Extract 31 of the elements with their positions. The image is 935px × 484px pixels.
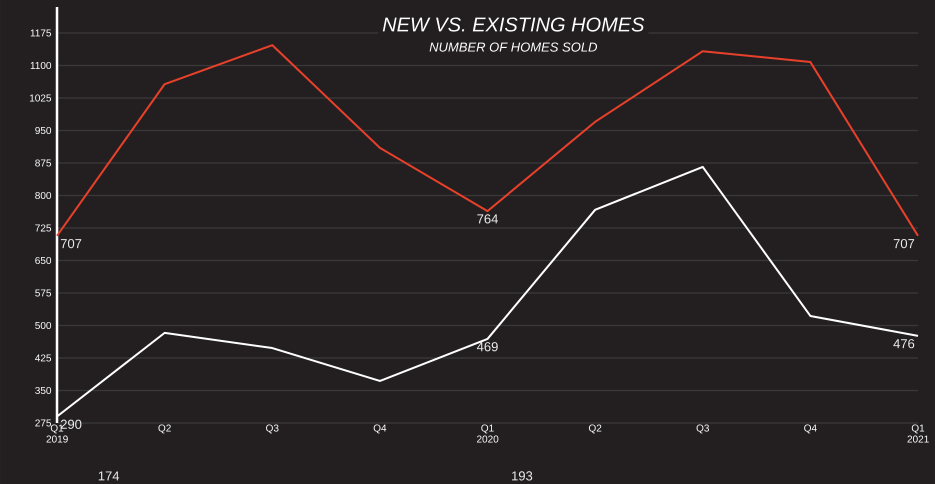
y-tick-label: 1175 bbox=[30, 30, 52, 36]
y-tick-label: 950 bbox=[35, 126, 52, 134]
data-label: 764 bbox=[477, 214, 498, 224]
data-label: 469 bbox=[476, 342, 498, 352]
x-tick-label: Q3 bbox=[266, 424, 278, 434]
data-label: 707 bbox=[60, 238, 82, 248]
x-tick-label: Q2 bbox=[158, 424, 171, 434]
y-tick-label: 1025 bbox=[30, 94, 52, 102]
x-tick-label: Q4 bbox=[374, 424, 386, 434]
y-tick-label: 425 bbox=[35, 354, 52, 362]
y-tick-label: 500 bbox=[35, 322, 52, 330]
y-tick-label: 575 bbox=[35, 290, 52, 296]
text: 174 bbox=[98, 471, 120, 480]
data-label: 476 bbox=[893, 339, 914, 348]
data-label: 707 bbox=[894, 238, 914, 248]
x-tick-label: Q1 2021 bbox=[908, 424, 929, 443]
y-tick-label: 800 bbox=[35, 192, 52, 200]
x-tick-label: Q2 bbox=[588, 424, 602, 434]
y-tick-label: 725 bbox=[35, 224, 52, 232]
line-series bbox=[56, 44, 919, 237]
y-tick-label: 275 bbox=[35, 419, 52, 427]
x-tick-label: Q4 bbox=[804, 424, 817, 434]
chart-title: NEW VS. EXISTING HOMES bbox=[382, 17, 644, 32]
y-tick-label: 350 bbox=[35, 386, 52, 394]
text: NUMBER OF HOMES SOLD bbox=[430, 42, 598, 52]
text: 193 bbox=[512, 471, 532, 481]
y-tick-label: 875 bbox=[35, 159, 52, 167]
y-tick-label: 1100 bbox=[30, 62, 52, 70]
y-tick-label: 650 bbox=[35, 256, 52, 264]
x-tick-label: Q3 bbox=[696, 424, 709, 434]
x-tick-label: Q1 2020 bbox=[477, 424, 498, 443]
